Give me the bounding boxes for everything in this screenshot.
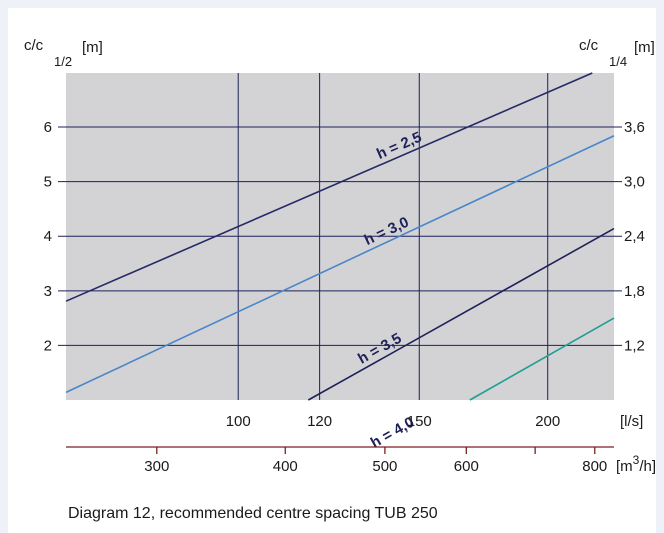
right-tick-label: 1,2 [624,337,645,354]
x-axis-unit-m3h: [m3/h] [616,453,656,475]
x-tick-label-ls: 100 [226,413,251,430]
series-line-1 [65,72,593,302]
left-axis-subscript: 1/2 [54,54,72,69]
series-line-3 [307,227,615,401]
right-axis-title: c/c [579,37,599,54]
x-tick-label-m3h: 500 [372,458,397,475]
x-tick-label-ls: 150 [407,413,432,430]
left-axis-title: c/c [24,37,44,54]
left-tick-label: 6 [44,119,52,136]
series-line-4 [469,317,615,401]
left-axis-unit: [m] [82,39,103,56]
left-tick-label: 5 [44,174,52,191]
right-tick-label: 2,4 [624,228,645,245]
right-tick-label: 1,8 [624,283,645,300]
x-tick-label-m3h: 600 [454,458,479,475]
series-line-2 [65,135,615,394]
x-axis-unit-ls: [l/s] [620,413,643,430]
x-tick-label-m3h: 800 [582,458,607,475]
x-tick-label-m3h: 300 [144,458,169,475]
left-tick-label: 3 [44,283,52,300]
right-tick-label: 3,0 [624,174,645,191]
diagram-caption: Diagram 12, recommended centre spacing T… [68,505,438,522]
right-tick-label: 3,6 [624,119,645,136]
left-tick-label: 2 [44,337,52,354]
left-tick-label: 4 [44,228,52,245]
right-axis-subscript: 1/4 [609,54,627,69]
x-tick-label-m3h: 400 [273,458,298,475]
right-axis-unit: [m] [634,39,655,56]
x-tick-label-ls: 120 [307,413,332,430]
x-tick-label-ls: 200 [535,413,560,430]
